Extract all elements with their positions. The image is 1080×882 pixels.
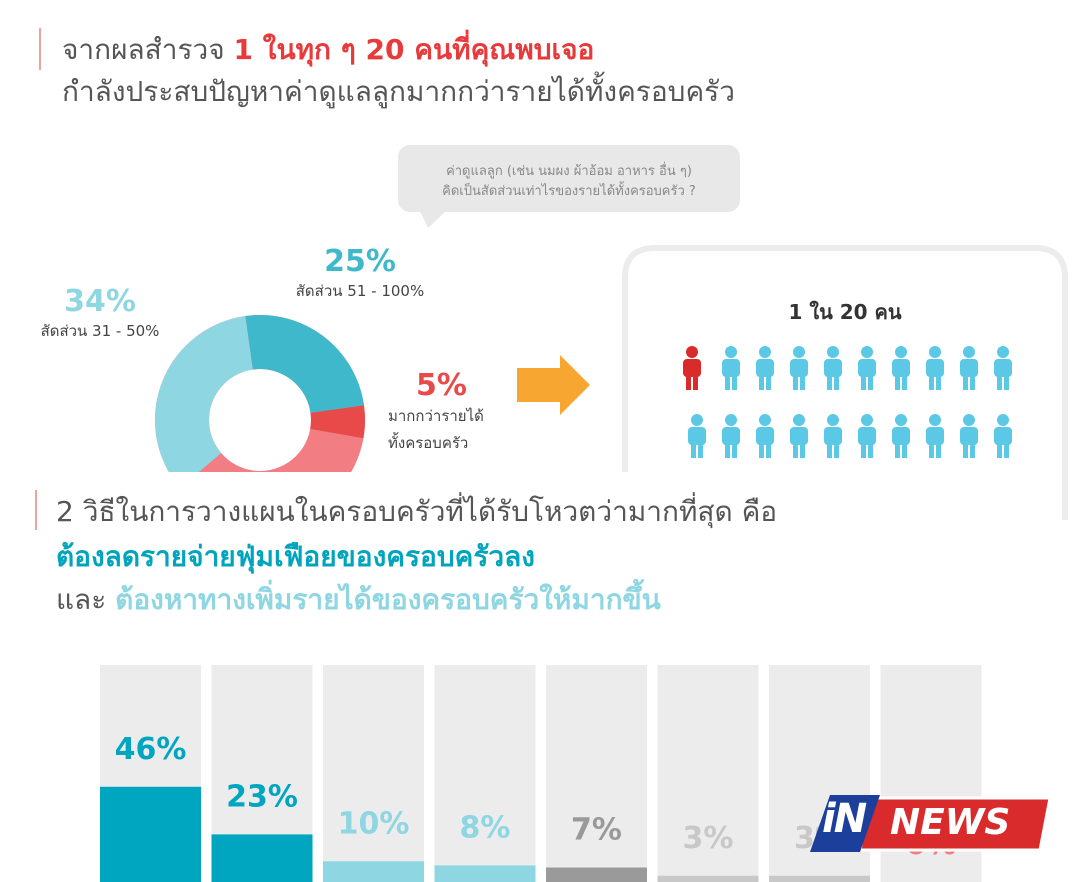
donut-category-label: สัดส่วน 51 - 100% bbox=[295, 282, 425, 300]
person-icon bbox=[892, 414, 910, 458]
person-icon bbox=[722, 346, 740, 390]
donut-label: 25% สัดส่วน 51 - 100% bbox=[270, 244, 450, 303]
donut-value-label: 25% bbox=[324, 244, 396, 279]
question-line: ค่าดูแลลูก (เช่น นมผง ผ้าอ้อม อาหาร อื่น… bbox=[446, 164, 692, 179]
logo-word: NEWS bbox=[890, 802, 1011, 843]
donut-label: 5% มากกว่ารายได้ทั้งครอบครัว bbox=[388, 368, 498, 457]
donut-category-label: มากกว่ารายได้ทั้งครอบครัว bbox=[388, 407, 484, 452]
person-icon bbox=[722, 414, 740, 458]
person-icon bbox=[994, 414, 1012, 458]
pictogram-icons bbox=[683, 346, 1012, 458]
section2-line1: 2 วิธีในการวางแผนในครอบครัวที่ได้รับโหวต… bbox=[56, 495, 778, 528]
donut-segment bbox=[245, 315, 364, 413]
donut-value-label: 5% bbox=[416, 368, 467, 403]
donut-value-label: 34% bbox=[64, 284, 136, 319]
bar-value-label: 8% bbox=[460, 810, 511, 845]
person-icon bbox=[960, 346, 978, 390]
donut-segment bbox=[155, 316, 253, 472]
person-icon-highlight bbox=[683, 346, 701, 390]
person-icon bbox=[756, 346, 774, 390]
header-line1: จากผลสำรวจ 1 ในทุก ๆ 20 คนที่คุณพบเจอ bbox=[62, 28, 594, 72]
donut-label: 34% สัดส่วน 31 - 50% bbox=[30, 284, 170, 343]
header-line2: กำลังประสบปัญหาค่าดูแลลูกมากกว่ารายได้ทั… bbox=[62, 75, 735, 108]
person-icon bbox=[824, 414, 842, 458]
bar-value-label: 7% bbox=[571, 813, 622, 848]
section2-prefix: และ bbox=[56, 583, 107, 616]
section2-line3: และ ต้องหาทางเพิ่มรายได้ของครอบครัวให้มา… bbox=[56, 578, 661, 622]
bar bbox=[211, 834, 313, 882]
bar-background bbox=[434, 665, 536, 882]
person-icon bbox=[858, 414, 876, 458]
donut-segment bbox=[310, 405, 366, 439]
person-icon bbox=[926, 346, 944, 390]
bubble-tail bbox=[420, 211, 446, 228]
bar-value-label: 46% bbox=[115, 732, 187, 767]
bar bbox=[657, 875, 759, 882]
bar-value-label: 23% bbox=[226, 779, 298, 814]
bar bbox=[434, 865, 536, 882]
bar bbox=[546, 867, 647, 882]
bar-background bbox=[546, 665, 647, 882]
bar bbox=[100, 786, 201, 882]
bar bbox=[323, 861, 424, 882]
bar bbox=[769, 875, 870, 882]
person-icon bbox=[858, 346, 876, 390]
person-icon bbox=[688, 414, 706, 458]
bar-background bbox=[323, 665, 424, 882]
person-icon bbox=[790, 414, 808, 458]
donut-category-label: สัดส่วน 31 - 50% bbox=[40, 322, 160, 340]
person-icon bbox=[892, 346, 910, 390]
bar-value-label: 10% bbox=[338, 806, 410, 841]
bar-background bbox=[657, 665, 759, 882]
person-icon bbox=[824, 346, 842, 390]
section2-highlight: ต้องหาทางเพิ่มรายได้ของครอบครัวให้มากขึ้… bbox=[115, 583, 661, 616]
arrow bbox=[517, 355, 590, 415]
logo-mark: iN bbox=[822, 796, 867, 842]
logo-blue bbox=[810, 795, 880, 852]
pictogram-box bbox=[622, 245, 1068, 520]
header-highlight: 1 ในทุก ๆ 20 คนที่คุณพบเจอ bbox=[233, 33, 595, 66]
section2-line2: ต้องลดรายจ่ายฟุ่มเฟือยของครอบครัวลง bbox=[56, 540, 535, 573]
person-icon bbox=[756, 414, 774, 458]
person-icon bbox=[926, 414, 944, 458]
pictogram-label: 1 ใน 20 คน bbox=[788, 300, 902, 324]
person-icon bbox=[994, 346, 1012, 390]
bar-value-label: 3% bbox=[683, 821, 734, 856]
donut-clip bbox=[155, 315, 366, 472]
logo bbox=[810, 795, 1052, 852]
person-icon bbox=[960, 414, 978, 458]
question-line: คิดเป็นสัดส่วนเท่าไรของรายได้ทั้งครอบครั… bbox=[442, 184, 696, 199]
person-icon bbox=[790, 346, 808, 390]
speech-bubble bbox=[398, 145, 740, 212]
bar-chart: 46%23%10%8%7%3%3%0% bbox=[100, 665, 982, 882]
header-prefix: จากผลสำรวจ bbox=[62, 33, 225, 66]
